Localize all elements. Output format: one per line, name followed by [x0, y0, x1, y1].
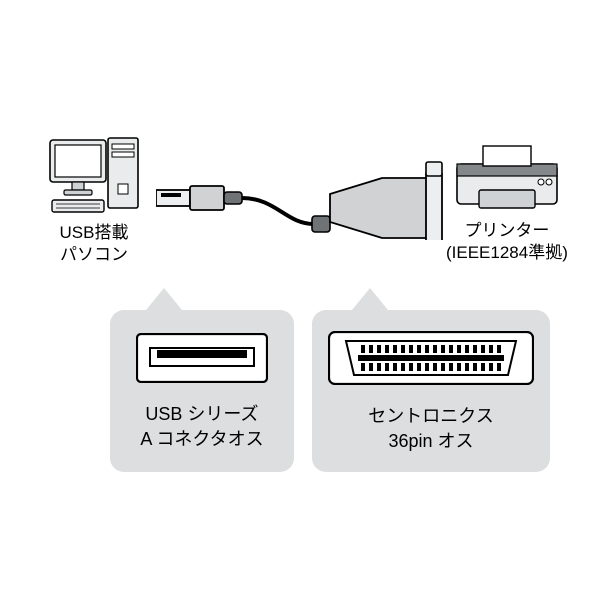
- device-computer: USB搭載 パソコン: [46, 130, 142, 266]
- printer-label-line2: (IEEE1284準拠): [446, 243, 568, 262]
- centronics-connector-drawing: [328, 331, 534, 390]
- printer-label-line1: プリンター: [464, 221, 549, 240]
- printer-icon: [453, 142, 561, 214]
- cable-assembly: [156, 160, 444, 245]
- centronics-label: セントロニクス 36pin オス: [368, 404, 493, 453]
- usb-a-label-line1: USB シリーズ: [145, 404, 258, 424]
- centronics-label-line1: セントロニクス: [368, 406, 493, 426]
- usb-a-connector-drawing: [136, 333, 268, 388]
- computer-icon: [46, 130, 142, 216]
- usb-a-label: USB シリーズ A コネクタオス: [140, 402, 263, 451]
- callout-usb-a: USB シリーズ A コネクタオス: [110, 310, 294, 472]
- cable-icon: [156, 160, 444, 240]
- centronics-label-line2: 36pin オス: [388, 431, 473, 451]
- diagram-stage: USB搭載 パソコン プリンター (IEEE1284準拠): [0, 0, 600, 600]
- usb-a-label-line2: A コネクタオス: [140, 429, 263, 449]
- computer-label: USB搭載 パソコン: [60, 222, 129, 266]
- computer-label-line1: USB搭載: [60, 223, 129, 242]
- device-printer: プリンター (IEEE1284準拠): [446, 142, 568, 264]
- callout-centronics: セントロニクス 36pin オス: [312, 310, 550, 472]
- computer-label-line2: パソコン: [60, 245, 128, 264]
- printer-label: プリンター (IEEE1284準拠): [446, 220, 568, 264]
